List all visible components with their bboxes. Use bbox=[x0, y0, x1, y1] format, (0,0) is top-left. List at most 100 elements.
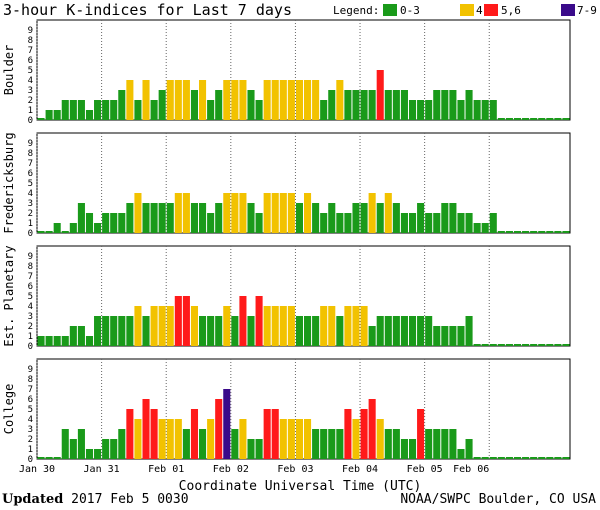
kindex-bar bbox=[271, 409, 279, 459]
kindex-bar bbox=[513, 457, 522, 459]
kindex-bar bbox=[562, 344, 570, 346]
y-tick-label: 8 bbox=[28, 262, 33, 272]
kindex-bar bbox=[554, 344, 562, 346]
kindex-bar bbox=[77, 100, 85, 120]
kindex-bar bbox=[433, 326, 441, 346]
x-tick-label: Feb 04 bbox=[342, 464, 378, 475]
kindex-bar bbox=[449, 90, 457, 120]
kindex-bar bbox=[118, 429, 126, 459]
kindex-bar bbox=[530, 457, 538, 459]
kindex-bar bbox=[102, 213, 110, 233]
y-tick-label: 8 bbox=[28, 36, 33, 46]
kindex-bar bbox=[118, 90, 126, 120]
kindex-bar bbox=[110, 316, 118, 346]
kindex-bar bbox=[513, 231, 522, 233]
kindex-bar bbox=[312, 316, 320, 346]
kindex-bar bbox=[457, 326, 465, 346]
kindex-bar bbox=[69, 439, 77, 459]
kindex-bar bbox=[207, 419, 215, 459]
y-tick-label: 5 bbox=[28, 66, 33, 76]
kindex-bar bbox=[182, 429, 190, 459]
kindex-bar bbox=[368, 90, 376, 120]
y-tick-label: 4 bbox=[28, 76, 33, 86]
kindex-bar bbox=[37, 118, 45, 120]
kindex-bar bbox=[126, 409, 134, 459]
kindex-bar bbox=[465, 316, 473, 346]
kindex-bar bbox=[344, 409, 352, 459]
kindex-bar bbox=[392, 429, 400, 459]
kindex-bar bbox=[546, 344, 554, 346]
kindex-bar bbox=[546, 231, 554, 233]
kindex-bar bbox=[505, 457, 513, 459]
kindex-bar bbox=[53, 110, 61, 120]
kindex-bar bbox=[110, 439, 118, 459]
kindex-bar bbox=[255, 296, 263, 346]
kindex-bar bbox=[53, 223, 61, 233]
kindex-bar bbox=[328, 90, 336, 120]
kindex-bar bbox=[320, 100, 328, 120]
kindex-bar bbox=[368, 193, 376, 233]
kindex-bar bbox=[199, 316, 207, 346]
kindex-bar bbox=[158, 419, 166, 459]
kindex-bar bbox=[384, 316, 392, 346]
kindex-bar bbox=[522, 457, 530, 459]
kindex-bar bbox=[45, 457, 53, 459]
y-tick-label: 0 bbox=[28, 342, 33, 352]
kindex-bar bbox=[158, 306, 166, 346]
kindex-bar bbox=[433, 90, 441, 120]
kindex-bar bbox=[231, 80, 239, 120]
panel-frame bbox=[36, 132, 571, 234]
kindex-bar bbox=[408, 100, 417, 120]
kindex-bar bbox=[473, 457, 481, 459]
kindex-bar bbox=[304, 419, 312, 459]
kindex-bar bbox=[69, 326, 77, 346]
kindex-bar bbox=[166, 306, 174, 346]
kindex-bar bbox=[376, 419, 384, 459]
kindex-bar bbox=[255, 100, 263, 120]
kindex-bar bbox=[279, 419, 287, 459]
kindex-bar bbox=[400, 90, 408, 120]
y-tick-label: 4 bbox=[28, 189, 33, 199]
kindex-bar bbox=[457, 449, 465, 459]
kindex-bar bbox=[295, 203, 303, 233]
kindex-bar bbox=[320, 306, 328, 346]
kindex-bar bbox=[94, 316, 102, 346]
kindex-bar bbox=[142, 316, 150, 346]
legend-entry-label: 7-9 bbox=[577, 4, 597, 17]
kindex-bar bbox=[328, 203, 336, 233]
chart-title: 3-hour K-indices for Last 7 days bbox=[3, 1, 292, 19]
kindex-bar bbox=[295, 316, 303, 346]
kindex-bar bbox=[522, 344, 530, 346]
kindex-bar bbox=[174, 419, 182, 459]
kindex-bar bbox=[392, 203, 400, 233]
kindex-bar bbox=[425, 213, 433, 233]
y-tick-label: 0 bbox=[28, 116, 33, 126]
kindex-bar bbox=[554, 457, 562, 459]
kindex-bar bbox=[336, 80, 344, 120]
y-tick-label: 5 bbox=[28, 292, 33, 302]
kindex-bar bbox=[182, 80, 190, 120]
y-tick-label: 5 bbox=[28, 405, 33, 415]
x-tick-label: Feb 01 bbox=[148, 464, 184, 475]
kindex-bar bbox=[562, 118, 570, 120]
kindex-bar bbox=[473, 344, 481, 346]
kindex-bar bbox=[425, 100, 433, 120]
kindex-bar bbox=[384, 429, 392, 459]
kindex-bar bbox=[328, 306, 336, 346]
kindex-bar bbox=[400, 213, 408, 233]
kindex-bar bbox=[360, 409, 368, 459]
kindex-bar bbox=[255, 439, 263, 459]
kindex-bar bbox=[287, 80, 295, 120]
y-tick-label: 3 bbox=[28, 312, 33, 322]
kindex-bar bbox=[562, 231, 570, 233]
kindex-bar bbox=[94, 449, 102, 459]
kindex-bar bbox=[150, 203, 158, 233]
kindex-bar bbox=[207, 213, 215, 233]
y-tick-label: 6 bbox=[28, 395, 33, 405]
y-tick-label: 1 bbox=[28, 332, 33, 342]
y-tick-label: 2 bbox=[28, 435, 33, 445]
